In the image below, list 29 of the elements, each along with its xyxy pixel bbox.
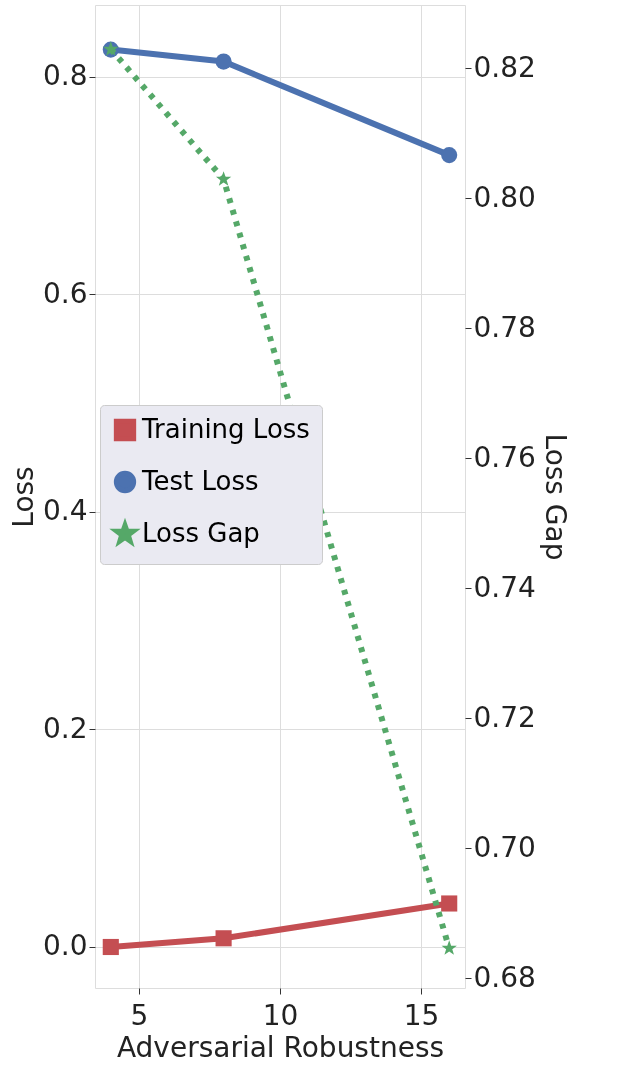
x-tick-label: 10: [262, 998, 299, 1032]
legend-label: Loss Gap: [142, 518, 260, 548]
y-tick-label: 0.6: [42, 276, 88, 310]
y-tick-label: 0.4: [42, 494, 88, 528]
point: [102, 938, 119, 956]
y2-tick-label: 0.74: [473, 570, 536, 604]
y2-tick-label: 0.72: [473, 700, 536, 734]
point: [441, 895, 458, 912]
y-axis-title: Loss: [6, 466, 40, 528]
x-tick-label: 15: [403, 998, 440, 1032]
point: [215, 930, 232, 947]
y2-tick-label: 0.82: [473, 50, 536, 84]
y2-tick-label: 0.78: [473, 310, 536, 344]
x-axis-title: Adversarial Robustness: [116, 1030, 445, 1064]
y-tick-label: 0.0: [42, 929, 88, 963]
y-tick-label: 0.8: [42, 59, 88, 93]
point: [215, 53, 232, 70]
legend-label: Training Loss: [141, 414, 310, 444]
point: [215, 171, 232, 186]
legend-label: Test Loss: [141, 466, 259, 496]
y2-tick-label: 0.80: [473, 180, 536, 214]
y2-axis-title: Loss Gap: [538, 433, 572, 561]
point: [441, 940, 457, 955]
y-tick-label: 0.2: [42, 711, 88, 745]
y2-tick-label: 0.68: [473, 960, 536, 994]
y2-tick-label: 0.76: [473, 440, 536, 474]
y2-tick-label: 0.70: [473, 830, 536, 864]
x-tick-label: 5: [130, 998, 149, 1032]
point: [441, 147, 458, 164]
